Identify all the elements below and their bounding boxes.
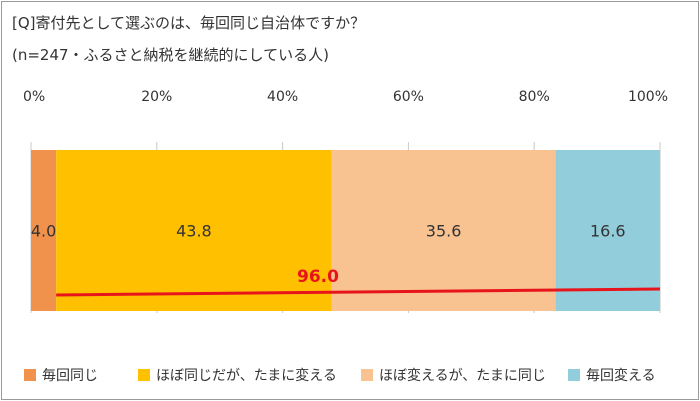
data-labels: 4.0 43.8 35.6 16.6 (31, 222, 626, 241)
bar-segment (331, 150, 556, 311)
chart-subtitle: (n=247・ふるさと納税を継続的にしている人) (12, 46, 329, 64)
x-axis-ticks: 0% 20% 40% 60% 80% 100% (23, 89, 668, 105)
bar-segment (555, 150, 660, 311)
x-tick-label: 100% (628, 89, 668, 105)
bar-value-label: 16.6 (590, 222, 626, 241)
legend-swatch (568, 369, 580, 381)
legend-label: 毎回同じ (42, 368, 98, 384)
bar-segment (56, 150, 332, 311)
legend-swatch (24, 369, 36, 381)
annotation-line (56, 287, 661, 297)
x-tick-label: 60% (393, 89, 424, 105)
legend-swatch (138, 369, 150, 381)
bar-segments (31, 150, 660, 311)
legend-label: 毎回変える (586, 368, 656, 384)
legend-label: ほぼ変えるが、たまに同じ (379, 368, 546, 384)
legend-swatch (361, 369, 373, 381)
x-tick-label: 20% (141, 89, 172, 105)
x-tick-label: 80% (519, 89, 550, 105)
bar-value-label: 43.8 (176, 222, 212, 241)
chart-title: [Q]寄付先として選ぶのは、毎回同じ自治体ですか？ (12, 14, 366, 32)
annotation-label: 96.0 (297, 267, 339, 287)
bar-segment (31, 150, 57, 311)
legend: 毎回同じ ほぼ同じだが、たまに変える ほぼ変えるが、たまに同じ 毎回変える (2, 363, 698, 387)
x-tick-label: 0% (23, 89, 45, 105)
legend-item: 毎回同じ (24, 363, 98, 387)
bar-value-label: 4.0 (31, 222, 56, 241)
legend-label: ほぼ同じだが、たまに変える (156, 368, 337, 384)
x-tick-label: 40% (267, 89, 298, 105)
legend-item: 毎回変える (568, 363, 656, 387)
legend-item: ほぼ変えるが、たまに同じ (361, 363, 546, 387)
legend-item: ほぼ同じだが、たまに変える (138, 363, 337, 387)
bar-value-label: 35.6 (426, 222, 462, 241)
annotation: 96.0 (56, 267, 661, 297)
